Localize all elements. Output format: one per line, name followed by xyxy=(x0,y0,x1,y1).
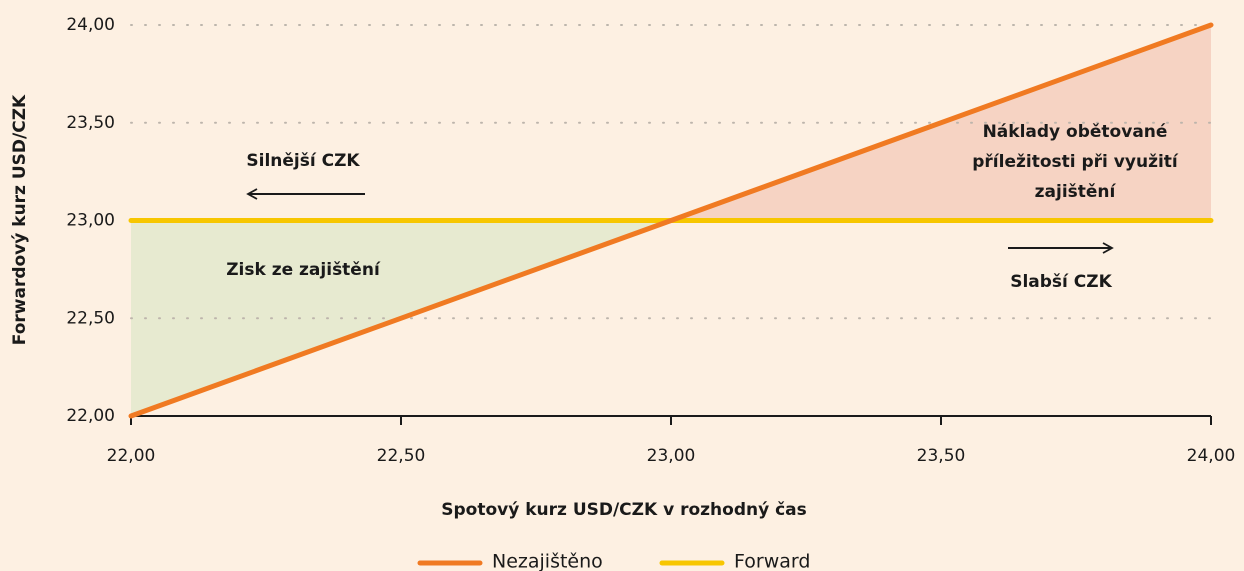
x-tick-label: 22,50 xyxy=(377,446,426,466)
series-line xyxy=(128,22,1214,419)
annotation: Náklady obětované xyxy=(983,122,1168,142)
annotation: příležitosti při využití xyxy=(972,152,1179,172)
annotation: Zisk ze zajištění xyxy=(226,260,381,280)
x-tick-label: 23,50 xyxy=(917,446,966,466)
y-tick-label: 23,00 xyxy=(66,211,115,231)
x-axis-label: Spotový kurz USD/CZK v rozhodný čas xyxy=(441,500,807,520)
annotation: zajištění xyxy=(1035,182,1117,202)
annotation: Silnější CZK xyxy=(246,151,360,171)
annotation: Slabší CZK xyxy=(1010,272,1112,292)
legend-label: Nezajištěno xyxy=(492,551,603,571)
y-tick-label: 24,00 xyxy=(66,15,115,35)
x-tick-label: 24,00 xyxy=(1187,446,1236,466)
y-tick-label: 23,50 xyxy=(66,113,115,133)
y-tick-label: 22,50 xyxy=(66,308,115,328)
x-tick-label: 23,00 xyxy=(647,446,696,466)
legend-label: Forward xyxy=(734,551,810,571)
y-axis-label: Forwardový kurz USD/CZK xyxy=(10,94,30,345)
y-tick-label: 22,00 xyxy=(66,406,115,426)
x-tick-label: 22,00 xyxy=(107,446,156,466)
